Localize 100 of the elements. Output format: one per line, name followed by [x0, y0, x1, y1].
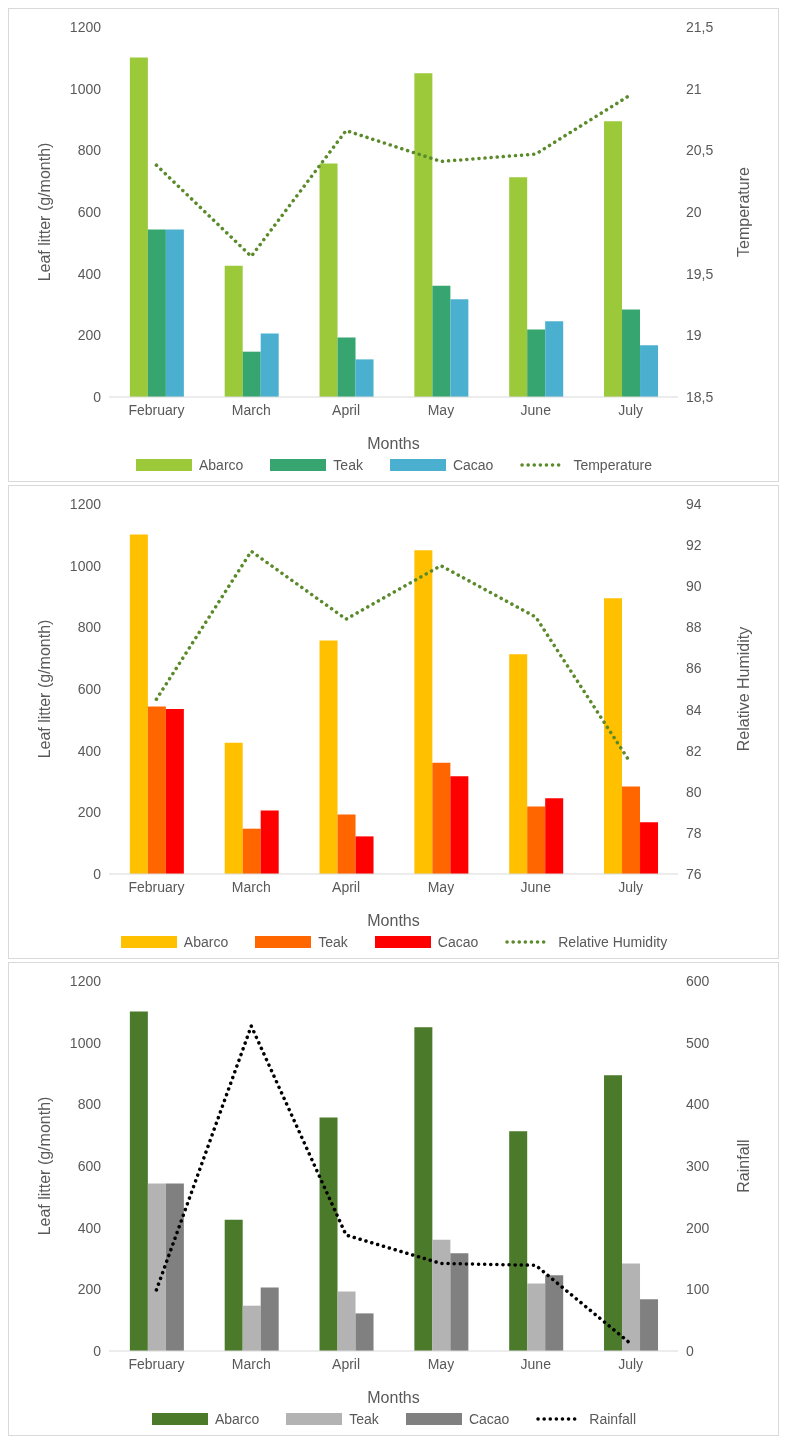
x-axis-title: Months [367, 1389, 420, 1406]
y-tick-label: 400 [77, 1219, 102, 1236]
y2-tick-label: 500 [686, 1034, 710, 1051]
y2-tick-label: 19,5 [686, 265, 714, 282]
bar [147, 706, 166, 874]
x-tick-label: May [427, 401, 455, 418]
bar [319, 640, 338, 874]
y-tick-label: 200 [77, 1281, 102, 1298]
bar [432, 762, 451, 874]
bar [527, 806, 546, 874]
bar [319, 163, 338, 397]
legend-label: Abarco [183, 934, 229, 950]
bar [640, 345, 659, 397]
x-tick-label: May [427, 1355, 455, 1372]
y2-axis-title: Temperature [734, 166, 752, 257]
line-series [154, 1024, 633, 1346]
bar [545, 1275, 564, 1351]
bar [319, 1117, 338, 1351]
y-tick-label: 600 [77, 680, 102, 697]
y-tick-label: 800 [77, 1096, 102, 1113]
y-tick-label: 600 [77, 203, 102, 220]
bar [129, 57, 148, 397]
legend-label: Teak [318, 934, 348, 950]
bar [224, 1219, 243, 1351]
legend-label: Temperature [573, 457, 652, 473]
x-tick-label: April [332, 878, 361, 895]
y-tick-label: 1200 [69, 18, 102, 35]
y-tick-label: 200 [77, 327, 102, 344]
y2-tick-label: 400 [686, 1096, 710, 1113]
bar [242, 1305, 261, 1351]
bar [432, 285, 451, 397]
bar [545, 321, 564, 397]
x-axis-title: Months [367, 435, 420, 452]
bar [129, 1011, 148, 1351]
bar [355, 1313, 374, 1351]
x-tick-label: July [618, 401, 644, 418]
y2-tick-label: 20 [686, 203, 702, 220]
y2-tick-label: 94 [686, 495, 702, 512]
bar [165, 229, 184, 397]
y2-tick-label: 300 [686, 1157, 710, 1174]
bar [414, 73, 433, 397]
y-tick-label: 200 [77, 804, 102, 821]
bar [355, 836, 374, 874]
bar [147, 229, 166, 397]
x-tick-label: March [231, 878, 271, 895]
y-tick-label: 1200 [69, 495, 102, 512]
bar [509, 177, 528, 397]
y-tick-label: 400 [77, 742, 102, 759]
bar [337, 814, 356, 874]
bar [432, 1239, 451, 1351]
bar [224, 742, 243, 874]
legend-label: Cacao [468, 1411, 510, 1427]
y2-tick-label: 19 [686, 327, 702, 344]
bar [260, 333, 279, 397]
y-tick-label: 0 [93, 388, 102, 405]
x-tick-label: February [128, 401, 185, 418]
bar [622, 1263, 641, 1351]
bar [527, 1283, 546, 1351]
x-tick-label: July [618, 1355, 644, 1372]
bar [545, 798, 564, 874]
bar [604, 598, 623, 874]
x-tick-label: May [427, 878, 455, 895]
legend-label: Cacao [452, 457, 494, 473]
y2-tick-label: 84 [686, 701, 702, 718]
bar [640, 1299, 659, 1351]
bar [129, 534, 148, 874]
bar [450, 1253, 469, 1351]
x-tick-label: July [618, 878, 644, 895]
y2-tick-label: 0 [686, 1342, 694, 1359]
y-tick-label: 800 [77, 142, 102, 159]
x-tick-label: April [332, 401, 361, 418]
y2-axis-title: Relative Humidity [734, 626, 752, 752]
bar [337, 1291, 356, 1351]
y-tick-label: 0 [93, 865, 102, 882]
y2-tick-label: 78 [686, 824, 702, 841]
legend-label: Teak [333, 457, 363, 473]
bar [622, 786, 641, 874]
bar [337, 337, 356, 397]
x-tick-label: June [520, 401, 552, 418]
y2-tick-label: 76 [686, 865, 702, 882]
bar [509, 1131, 528, 1351]
x-tick-label: February [128, 878, 185, 895]
bar [604, 1075, 623, 1351]
bar [147, 1183, 166, 1351]
bar [260, 1287, 279, 1351]
y2-tick-label: 86 [686, 660, 702, 677]
y2-tick-label: 600 [686, 972, 710, 989]
bar [165, 709, 184, 874]
y-axis-title: Leaf litter (g/month) [35, 619, 53, 759]
y2-axis-title: Rainfall [734, 1139, 752, 1193]
y2-tick-label: 100 [686, 1281, 710, 1298]
x-tick-label: March [231, 401, 271, 418]
bar [355, 359, 374, 397]
y-tick-label: 1000 [69, 1034, 102, 1051]
bar [640, 822, 659, 874]
x-tick-label: March [231, 1355, 271, 1372]
y2-tick-label: 18,5 [686, 388, 714, 405]
bar [242, 828, 261, 874]
y-tick-label: 0 [93, 1342, 102, 1359]
x-tick-label: April [332, 1355, 361, 1372]
